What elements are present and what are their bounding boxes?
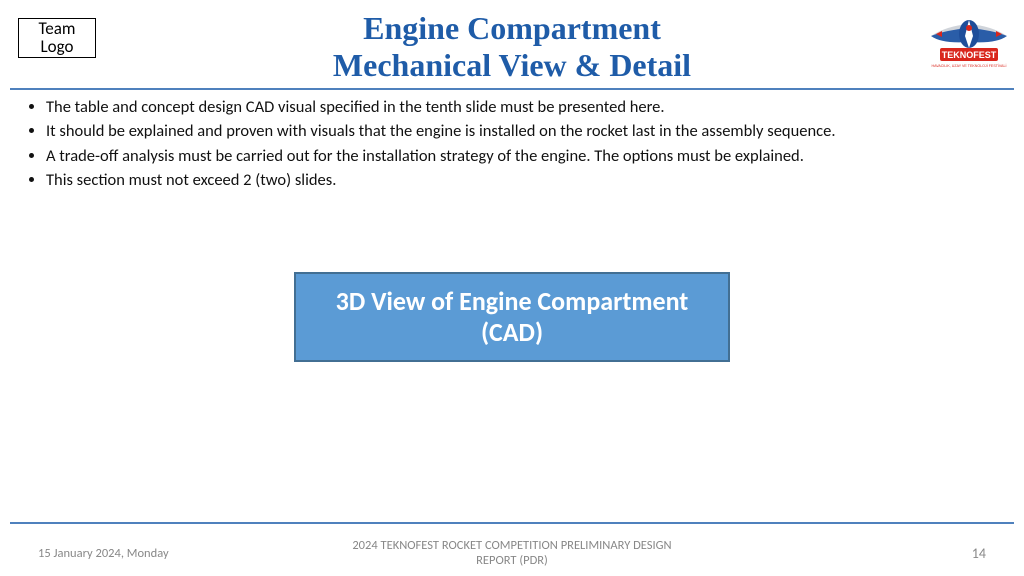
title-line-2: Mechanical View & Detail bbox=[0, 47, 1024, 84]
footer-title-line2: REPORT (PDR) bbox=[248, 553, 776, 568]
list-item: It should be explained and proven with v… bbox=[46, 120, 1004, 142]
bullet-list: The table and concept design CAD visual … bbox=[28, 96, 1004, 193]
cad-placeholder-label: 3D View of Engine Compartment (CAD) bbox=[306, 286, 718, 348]
footer-title: 2024 TEKNOFEST ROCKET COMPETITION PRELIM… bbox=[248, 538, 776, 568]
title-line-1: Engine Compartment bbox=[0, 10, 1024, 47]
svg-text:TEKNOFEST: TEKNOFEST bbox=[942, 50, 997, 60]
cad-placeholder-box: 3D View of Engine Compartment (CAD) bbox=[294, 272, 730, 362]
list-item: The table and concept design CAD visual … bbox=[46, 96, 1004, 118]
svg-text:HAVACILIK, UZAY VE TEKNOLOJİ F: HAVACILIK, UZAY VE TEKNOLOJİ FESTİVALİ bbox=[932, 63, 1007, 68]
slide-title: Engine Compartment Mechanical View & Det… bbox=[0, 10, 1024, 84]
header-divider bbox=[10, 88, 1014, 90]
list-item: This section must not exceed 2 (two) sli… bbox=[46, 169, 1004, 191]
list-item: A trade-off analysis must be carried out… bbox=[46, 145, 1004, 167]
teknofest-logo-icon: TEKNOFEST HAVACILIK, UZAY VE TEKNOLOJİ F… bbox=[926, 6, 1012, 76]
slide: TeamLogo Engine Compartment Mechanical V… bbox=[0, 0, 1024, 576]
footer-divider bbox=[10, 522, 1014, 524]
footer-page-number: 14 bbox=[776, 545, 986, 562]
footer-date: 15 January 2024, Monday bbox=[38, 546, 248, 561]
teknofest-logo: TEKNOFEST HAVACILIK, UZAY VE TEKNOLOJİ F… bbox=[926, 6, 1012, 76]
footer-title-line1: 2024 TEKNOFEST ROCKET COMPETITION PRELIM… bbox=[248, 538, 776, 553]
slide-footer: 15 January 2024, Monday 2024 TEKNOFEST R… bbox=[0, 530, 1024, 576]
